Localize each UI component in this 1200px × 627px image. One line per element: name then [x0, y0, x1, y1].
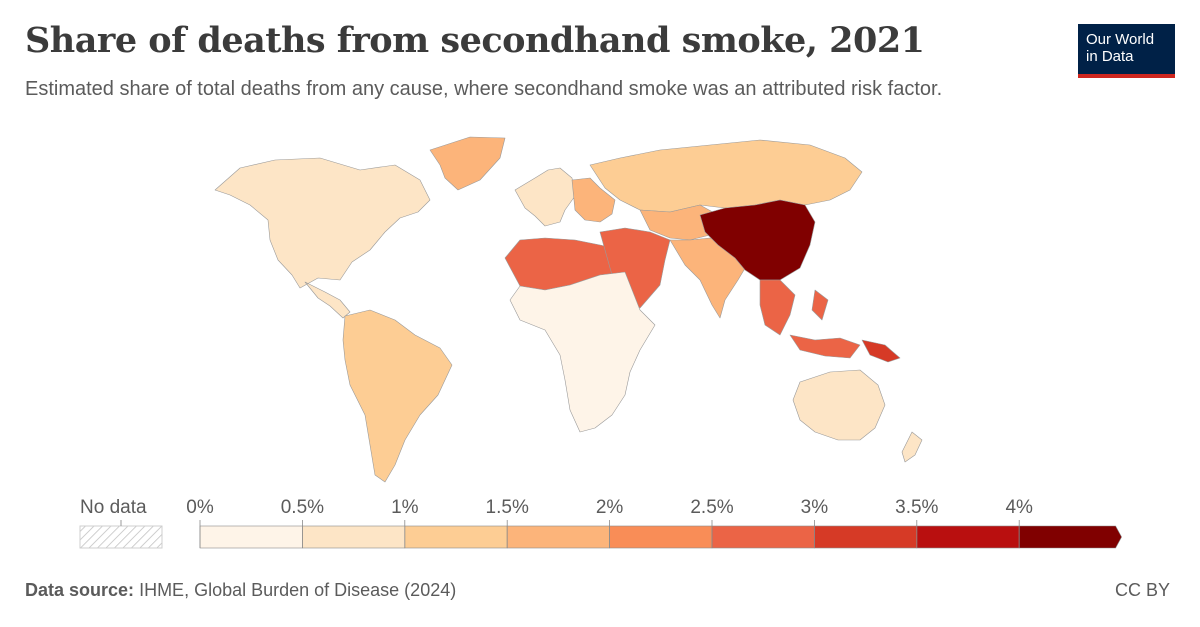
legend-label-8: 4% — [1005, 497, 1033, 518]
legend-swatch-4[interactable] — [609, 525, 713, 549]
legend-swatch-3[interactable] — [506, 525, 610, 549]
legend-label-4: 2% — [595, 497, 624, 518]
legend-label-2: 1% — [391, 497, 419, 518]
legend-label-3: 1.5% — [485, 497, 529, 518]
legend-no-data-swatch[interactable] — [79, 525, 163, 549]
legend-swatch-1[interactable] — [302, 525, 406, 549]
map-region-australia[interactable] — [792, 369, 886, 441]
legend-label-7: 3.5% — [895, 497, 939, 518]
legend-swatch-8[interactable] — [1018, 525, 1122, 549]
map-regions — [214, 136, 923, 483]
owid-logo[interactable]: Our World in Data — [1078, 24, 1175, 78]
map-region-china[interactable] — [699, 199, 816, 281]
logo-line-1: Our World — [1086, 31, 1155, 48]
map-region-papua-new-guinea[interactable] — [861, 339, 901, 363]
legend-swatch-7[interactable] — [916, 525, 1020, 549]
map-region-russia[interactable] — [589, 139, 863, 213]
map-region-greenland[interactable] — [429, 136, 506, 191]
map-region-new-zealand[interactable] — [901, 431, 923, 463]
legend-swatch-0[interactable] — [199, 525, 303, 549]
legend-label-5: 2.5% — [690, 497, 734, 518]
data-source: Data source: IHME, Global Burden of Dise… — [25, 580, 456, 601]
map-region-sub-saharan-africa[interactable] — [509, 271, 656, 433]
data-source-label: Data source: — [25, 580, 135, 600]
map-region-north-america[interactable] — [214, 157, 431, 319]
legend-label-1: 0.5% — [280, 497, 325, 518]
data-source-text[interactable]: IHME, Global Burden of Disease (2024) — [139, 580, 457, 600]
legend-swatch-6[interactable] — [814, 525, 918, 549]
chart-title: Share of deaths from secondhand smoke, 2… — [25, 20, 925, 61]
logo-line-2: in Data — [1086, 48, 1134, 65]
legend-bar — [79, 520, 1122, 549]
map-region-western-europe[interactable] — [514, 167, 576, 227]
map-region-south-asia[interactable] — [669, 237, 751, 319]
legend-swatch-2[interactable] — [404, 525, 508, 549]
legend-label-6: 3% — [800, 497, 829, 518]
chart-subtitle: Estimated share of total deaths from any… — [25, 78, 943, 100]
map-region-southeast-asia[interactable] — [759, 279, 861, 359]
license[interactable]: CC BY — [1114, 580, 1170, 600]
legend-no-data-label: No data — [80, 497, 147, 518]
map-region-middle-east[interactable] — [599, 227, 671, 309]
map-region-south-america[interactable] — [342, 309, 453, 483]
legend-label-0: 0% — [186, 497, 214, 518]
legend-swatch-5[interactable] — [711, 525, 815, 549]
map-region-eastern-europe[interactable] — [571, 177, 616, 223]
